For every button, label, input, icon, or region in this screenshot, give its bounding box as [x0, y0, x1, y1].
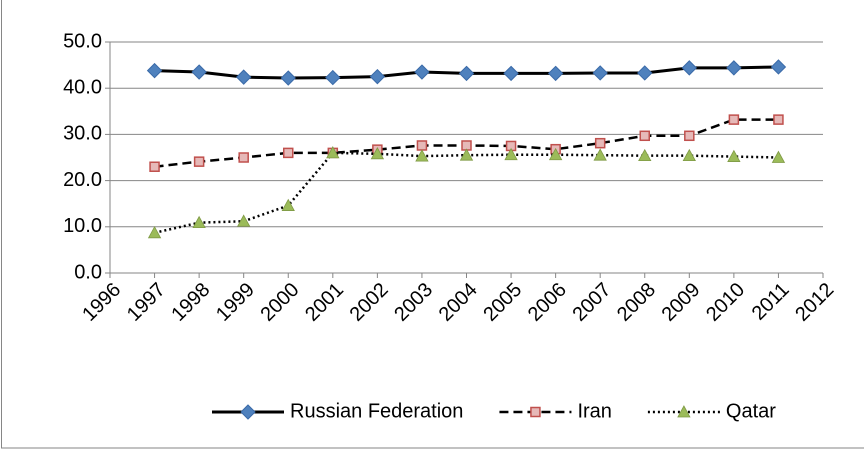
marker: [639, 130, 650, 142]
y-tick-label: 30.0: [63, 123, 102, 145]
marker: [726, 60, 742, 76]
marker: [594, 137, 606, 149]
marker: [503, 65, 519, 82]
marker: [235, 69, 252, 85]
marker: [547, 65, 564, 82]
marker: [728, 114, 740, 125]
marker: [281, 198, 295, 211]
marker: [238, 152, 249, 163]
marker: [416, 140, 428, 151]
y-tick-label: 40.0: [63, 76, 102, 98]
marker: [415, 149, 429, 162]
marker: [727, 149, 741, 162]
legend-label: Russian Federation: [290, 400, 463, 422]
marker: [592, 65, 608, 81]
marker: [593, 148, 607, 161]
marker: [458, 65, 475, 82]
marker: [459, 148, 474, 161]
marker: [414, 64, 430, 80]
y-tick-label: 10.0: [63, 215, 102, 237]
marker: [325, 69, 341, 86]
marker: [283, 147, 294, 159]
marker: [504, 147, 518, 161]
y-tick-label: 50.0: [63, 30, 102, 52]
marker: [637, 65, 653, 81]
marker: [548, 147, 563, 161]
marker: [280, 70, 296, 86]
marker: [684, 130, 695, 142]
marker: [237, 214, 251, 227]
legend-marker: [530, 406, 541, 418]
marker: [193, 156, 205, 167]
legend-label: Iran: [577, 400, 611, 422]
marker: [191, 64, 207, 80]
marker: [146, 62, 163, 79]
marker: [149, 161, 160, 172]
marker: [192, 215, 206, 229]
marker: [370, 146, 385, 160]
marker: [681, 60, 698, 76]
marker: [682, 148, 696, 162]
marker: [773, 114, 784, 125]
marker: [771, 150, 786, 163]
legend-marker: [677, 405, 691, 418]
marker: [147, 225, 162, 239]
marker: [326, 146, 340, 159]
marker: [369, 68, 386, 85]
y-tick-label: 20.0: [63, 169, 102, 191]
y-tick-label: 0.0: [74, 261, 102, 283]
marker: [770, 59, 787, 75]
marker: [638, 148, 652, 162]
legend-label: Qatar: [726, 400, 776, 422]
legend-marker: [240, 404, 256, 420]
